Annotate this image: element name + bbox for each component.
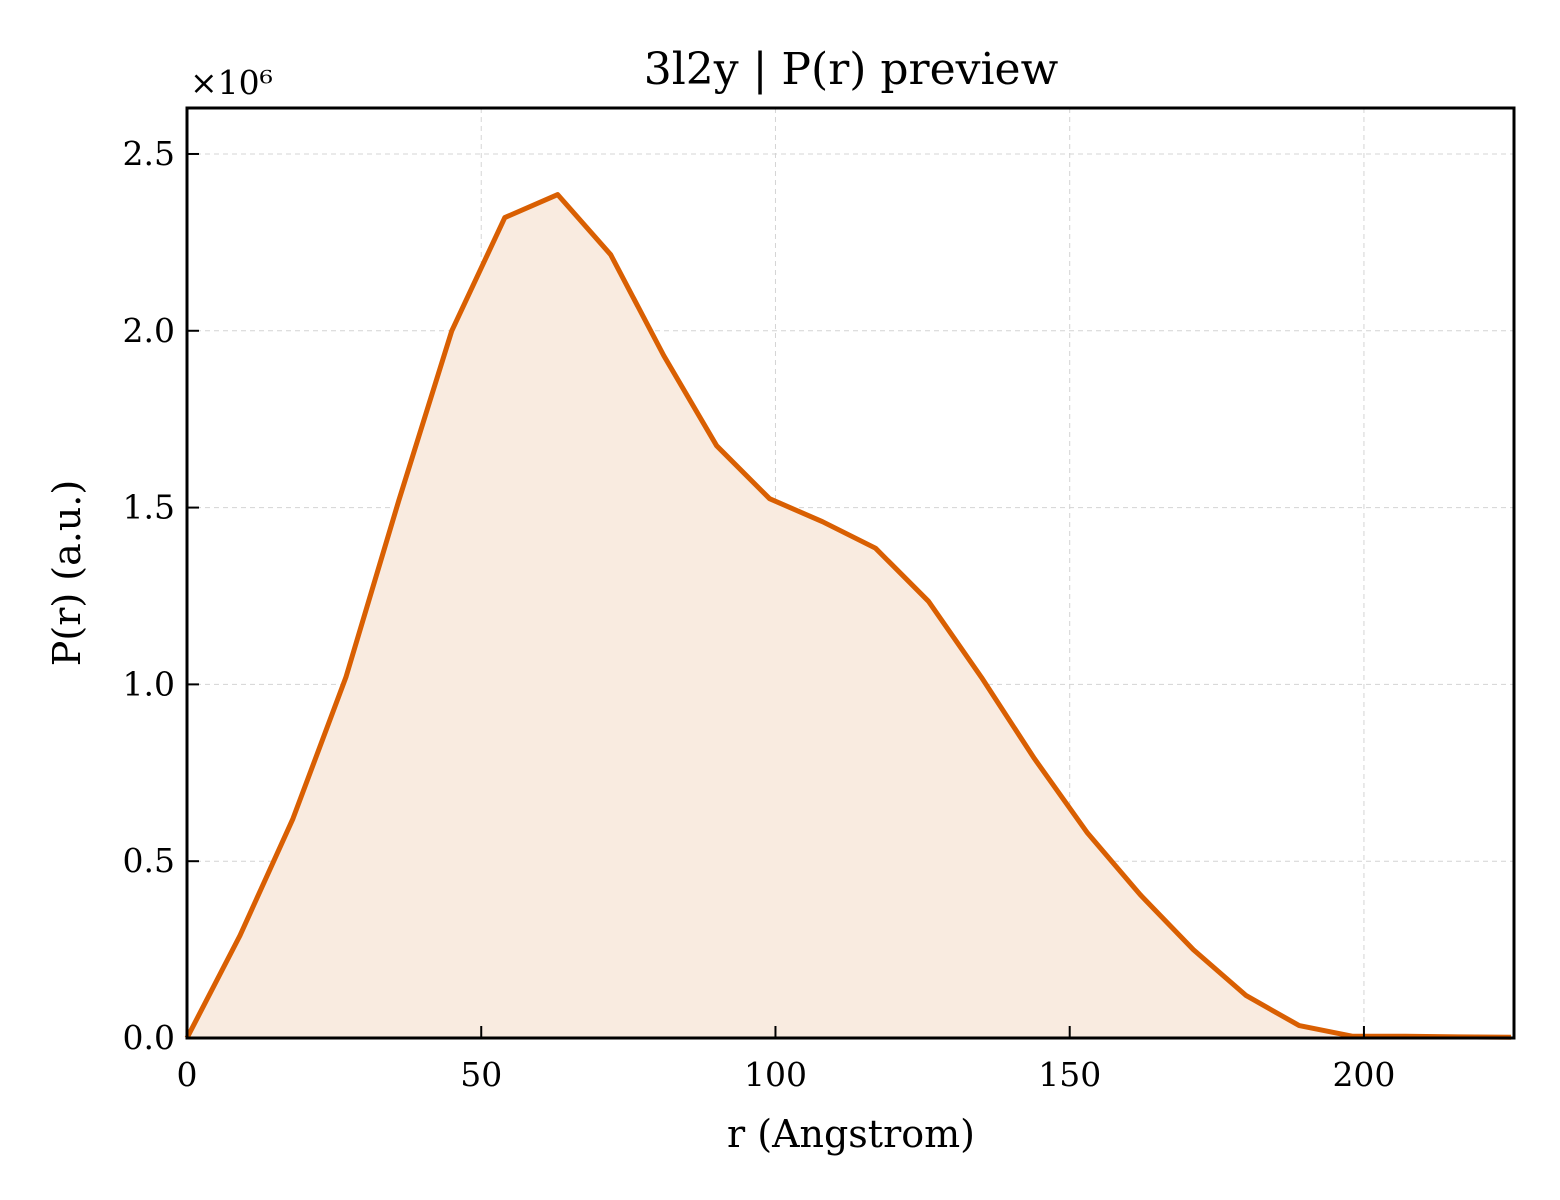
y-scale-multiplier: ×10⁶	[190, 63, 273, 102]
x-tick-label: 100	[744, 1055, 807, 1094]
x-tick-label: 200	[1332, 1055, 1395, 1094]
y-axis-label: P(r) (a.u.)	[45, 480, 89, 666]
y-tick-label: 1.5	[123, 488, 175, 527]
y-tick-label: 0.0	[123, 1018, 175, 1057]
x-tick-label: 0	[177, 1055, 198, 1094]
chart-title: 3l2y | P(r) preview	[644, 44, 1059, 95]
y-tick-label: 2.5	[123, 134, 175, 173]
series-line	[184, 192, 1512, 1040]
y-tick-label: 1.0	[123, 664, 175, 703]
area-fill	[187, 194, 1512, 1039]
plot-frame	[185, 106, 1516, 1040]
y-tick-label: 2.0	[123, 311, 175, 350]
x-tick-label: 150	[1038, 1055, 1101, 1094]
tick-labels: 0 50 100 150 200 0.0 0.5 1.0 1.5 2.0 2.5	[123, 134, 1396, 1094]
x-tick-label: 50	[460, 1055, 502, 1094]
y-tick-label: 0.5	[123, 841, 175, 880]
x-axis-label: r (Angstrom)	[727, 1112, 975, 1156]
